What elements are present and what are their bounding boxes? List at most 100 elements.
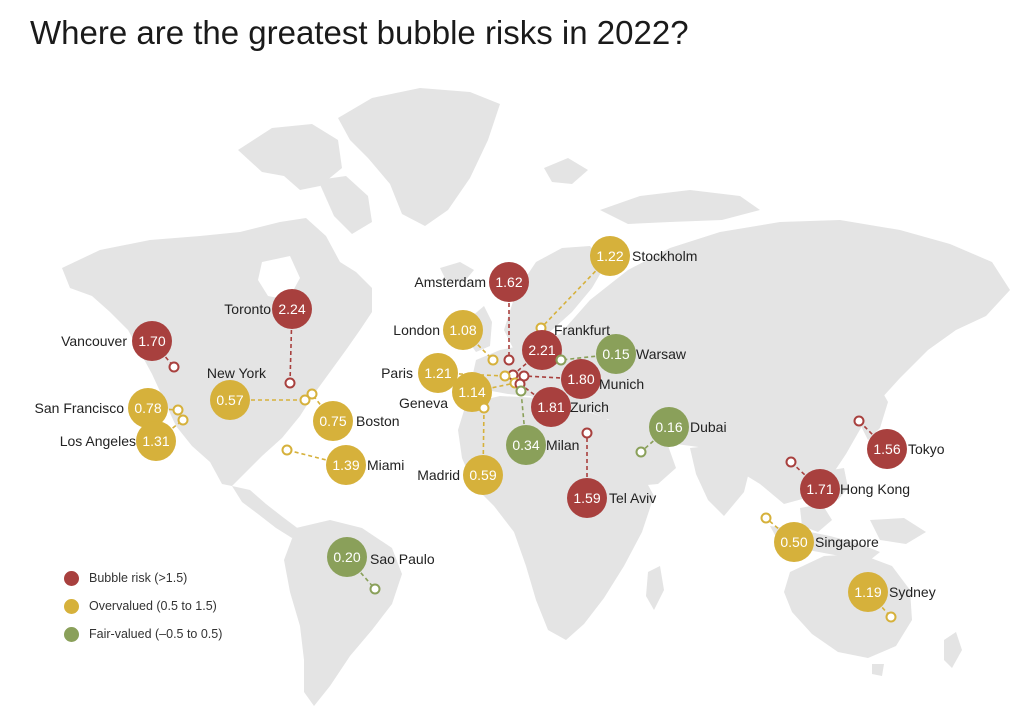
location-pin-icon	[478, 402, 490, 414]
city-marker-munich: 1.80 Munich	[518, 359, 644, 399]
iceland-shape	[440, 262, 474, 282]
location-pin-icon	[853, 415, 865, 427]
location-pin-icon	[299, 394, 311, 406]
hudson-bay-shape	[258, 256, 300, 300]
city-label: Boston	[356, 413, 400, 429]
page-title: Where are the greatest bubble risks in 2…	[30, 14, 689, 51]
city-marker-milan: 0.34 Milan	[506, 385, 579, 465]
city-label: Tokyo	[908, 441, 945, 457]
legend-label: Bubble risk (>1.5)	[89, 571, 188, 585]
madagascar-shape	[646, 566, 664, 610]
city-marker-miami: 1.39 Miami	[281, 444, 404, 485]
legend-label: Overvalued (0.5 to 1.5)	[89, 599, 217, 613]
city-label: Amsterdam	[414, 274, 486, 290]
city-label: Sao Paulo	[370, 551, 435, 567]
location-pin-icon	[369, 583, 381, 595]
city-marker-hong-kong: 1.71 Hong Kong	[785, 456, 910, 509]
central-america-shape	[232, 486, 300, 538]
location-pin-icon	[177, 414, 189, 426]
bubble-value: 1.21	[424, 365, 451, 381]
city-label: Geneva	[399, 395, 448, 411]
city-marker-sao-paulo: 0.20 Sao Paulo	[327, 537, 435, 595]
bubble-value: 1.14	[458, 384, 485, 400]
city-label: Sydney	[889, 584, 936, 600]
value-bubble	[848, 572, 888, 612]
city-label: New York	[207, 365, 267, 381]
value-bubble	[452, 372, 492, 412]
city-label: Hong Kong	[840, 481, 910, 497]
value-bubble	[210, 380, 250, 420]
bubble-value: 0.34	[512, 437, 539, 453]
bubble-value: 0.75	[319, 413, 346, 429]
city-marker-zurich: 1.81 Zurich	[514, 378, 609, 427]
bubble-value: 1.31	[142, 433, 169, 449]
bubble-value: 1.08	[449, 322, 476, 338]
australia-shape	[784, 554, 912, 658]
city-marker-frankfurt: 2.21 Frankfurt	[507, 322, 610, 381]
location-pin-icon	[760, 512, 772, 524]
city-marker-warsaw: 0.15 Warsaw	[555, 334, 687, 374]
russian-arctic-shape	[600, 190, 760, 224]
city-label: Munich	[599, 376, 644, 392]
location-pin-icon	[635, 446, 647, 458]
location-pin-icon	[555, 354, 567, 366]
city-label: Los Angeles	[60, 433, 136, 449]
location-pin-icon	[284, 377, 296, 389]
bubble-value: 1.62	[495, 274, 522, 290]
new-zealand-shape	[944, 632, 962, 668]
city-marker-new-york: 0.57 New York	[207, 365, 311, 420]
tasmania-shape	[872, 664, 884, 676]
city-marker-san-francisco: 0.78 San Francisco	[35, 388, 184, 428]
bubble-value: 0.16	[655, 419, 682, 435]
city-marker-boston: 0.75 Boston	[306, 388, 400, 441]
value-bubble	[531, 387, 571, 427]
india-shape	[690, 444, 752, 516]
value-bubble	[128, 388, 168, 428]
africa-shape	[458, 396, 654, 640]
value-bubble	[522, 330, 562, 370]
value-bubble	[463, 455, 503, 495]
bubble-value: 0.78	[134, 400, 161, 416]
city-marker-tel-aviv: 1.59 Tel Aviv	[567, 427, 656, 518]
location-pin-icon	[885, 611, 897, 623]
city-marker-dubai: 0.16 Dubai	[635, 407, 727, 458]
city-label: Dubai	[690, 419, 727, 435]
city-marker-tokyo: 1.56 Tokyo	[853, 415, 945, 469]
location-pin-icon	[499, 370, 511, 382]
value-bubble	[443, 310, 483, 350]
leader-line	[640, 426, 670, 453]
city-marker-stockholm: 1.22 Stockholm	[535, 236, 697, 334]
city-label: London	[393, 322, 440, 338]
location-pin-icon	[515, 385, 527, 397]
value-bubble	[418, 353, 458, 393]
location-pin-icon	[306, 388, 318, 400]
value-bubble	[867, 429, 907, 469]
bubble-value: 1.71	[806, 481, 833, 497]
value-bubble	[567, 478, 607, 518]
value-bubble	[326, 445, 366, 485]
bubble-value: 0.59	[469, 467, 496, 483]
city-marker-london: 1.08 London	[393, 310, 499, 366]
city-marker-madrid: 0.59 Madrid	[417, 402, 503, 495]
city-label: Zurich	[570, 399, 609, 415]
bubble-risk-dot-icon	[64, 570, 79, 586]
bubble-value: 1.59	[573, 490, 600, 506]
city-marker-sydney: 1.19 Sydney	[848, 572, 936, 623]
city-label: San Francisco	[35, 400, 125, 416]
leader-line	[289, 308, 293, 384]
bubble-value: 2.24	[278, 301, 305, 317]
fair-valued-dot-icon	[64, 626, 79, 642]
city-label: Frankfurt	[554, 322, 610, 338]
japan-shape	[860, 384, 888, 440]
leader-line	[512, 349, 543, 376]
eurasia-shape	[472, 220, 1010, 504]
city-label: Madrid	[417, 467, 460, 483]
location-pin-icon	[172, 404, 184, 416]
bubble-value: 1.22	[596, 248, 623, 264]
papua-shape	[870, 518, 926, 544]
location-pin-icon	[785, 456, 797, 468]
bubble-value: 0.20	[333, 549, 360, 565]
south-america-shape	[284, 520, 402, 706]
city-label: Stockholm	[632, 248, 697, 264]
